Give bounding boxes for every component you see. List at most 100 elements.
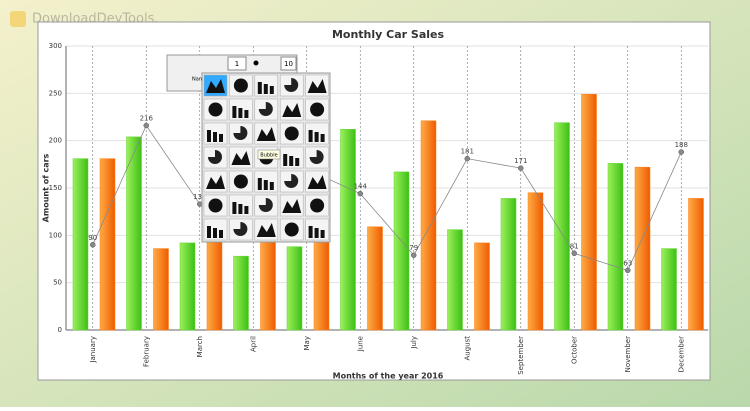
icon-shape (256, 223, 276, 237)
y-tick-label: 250 (49, 89, 62, 97)
icon-shape (310, 102, 325, 117)
icon-shape (238, 108, 243, 118)
y-tick-label: 0 (58, 326, 62, 334)
bar (447, 229, 463, 331)
icon-shape (263, 180, 268, 190)
icon-shape (258, 102, 273, 117)
icon-shape (284, 174, 299, 188)
point-label: 188 (675, 141, 688, 149)
x-tick-label: November (624, 336, 632, 373)
line-point (90, 242, 96, 248)
bar (153, 248, 169, 331)
y-tick-label: 200 (49, 137, 62, 145)
bar (206, 235, 223, 331)
bar (661, 248, 677, 331)
x-tick-label: September (517, 336, 525, 375)
bar (99, 158, 116, 331)
bar (340, 129, 356, 331)
bar (581, 94, 597, 331)
toolbar-button[interactable] (227, 56, 247, 71)
line-point (143, 122, 149, 129)
icon-shape (213, 228, 217, 238)
bar (688, 198, 704, 331)
icon-shape (295, 158, 300, 166)
icon-shape (233, 222, 248, 236)
icon-shape (257, 82, 262, 94)
icon-shape (283, 154, 288, 166)
icon-shape (233, 174, 248, 189)
bar (179, 242, 196, 331)
point-label: 144 (354, 183, 368, 191)
line-point (571, 250, 577, 257)
bar (393, 171, 410, 331)
bar (554, 122, 570, 331)
bar (420, 120, 437, 331)
icon-shape (208, 102, 223, 117)
icon-shape (207, 226, 211, 238)
x-tick-label: October (570, 336, 578, 364)
icon-shape (289, 156, 294, 166)
icon-shape (282, 103, 302, 117)
icon-shape (206, 79, 225, 93)
icon-shape (307, 175, 327, 189)
bar (607, 163, 624, 331)
toolbar-button[interactable] (280, 56, 297, 71)
line-point (464, 155, 470, 162)
icon-shape (233, 126, 248, 140)
icon-shape (308, 226, 313, 238)
icon-shape (233, 78, 248, 93)
icon-shape (269, 182, 274, 190)
bar (126, 136, 142, 331)
point-label: 216 (140, 115, 154, 123)
icon-shape (256, 127, 276, 141)
x-tick-label: April (249, 336, 257, 352)
icon-shape (314, 228, 319, 238)
point-label: 181 (461, 148, 474, 156)
icon-shape (284, 126, 299, 141)
y-tick-label: 150 (49, 184, 62, 192)
icon-shape (263, 84, 268, 94)
icon-shape (232, 202, 237, 214)
bar (72, 158, 89, 331)
icon-shape (320, 230, 325, 238)
icon-shape (307, 79, 327, 93)
icon-shape (231, 151, 251, 165)
icon-shape (258, 198, 273, 212)
x-tick-label: January (89, 336, 97, 364)
icon-shape (206, 175, 225, 189)
icon-shape (284, 222, 299, 237)
chart-type-picker[interactable]: 1 10 Nam Bubble (166, 54, 331, 243)
icon-cells (203, 74, 329, 241)
watermark-icon (10, 11, 26, 27)
icon-shape (213, 132, 217, 142)
bar (286, 246, 303, 331)
point-label: 133 (193, 193, 206, 201)
line-point (357, 190, 363, 197)
y-axis-title: Amount of cars (42, 153, 51, 222)
bar (233, 255, 249, 331)
tooltip (257, 149, 281, 160)
bar (260, 230, 276, 331)
icon-shape (208, 150, 222, 164)
x-tick-label: July (410, 336, 418, 350)
icon-shape (232, 106, 237, 118)
icon-shape (309, 150, 324, 164)
x-tick-label: June (356, 336, 364, 352)
y-tick-label: 100 (49, 231, 62, 239)
x-axis-title: Months of the year 2016 (333, 372, 444, 381)
point-label: 171 (514, 157, 527, 165)
line (92, 124, 682, 271)
bar (527, 192, 544, 331)
bar (474, 242, 490, 331)
icon-shape (314, 132, 319, 142)
icon-shape (257, 178, 262, 190)
icon-shape (282, 199, 302, 213)
icon-shape (238, 204, 243, 214)
icon-shape (244, 206, 249, 214)
x-tick-label: May (303, 336, 311, 350)
toolbar-text: 1 (235, 60, 239, 68)
toolbar-text: 10 (284, 60, 293, 68)
icon-shape (244, 110, 249, 118)
